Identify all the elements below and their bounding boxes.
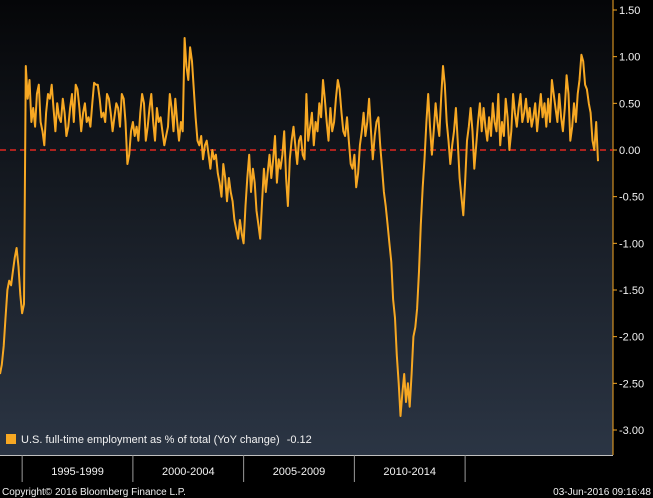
legend-last-value: -0.12	[287, 434, 312, 446]
legend-swatch	[6, 434, 16, 444]
y-tick-label: -0.50	[619, 192, 644, 204]
y-tick-label: -1.00	[619, 238, 644, 250]
copyright-text: Copyright© 2016 Bloomberg Finance L.P.	[2, 487, 186, 498]
y-tick-label: 1.50	[619, 5, 640, 17]
x-tick-label: 2000-2004	[162, 466, 215, 478]
legend-label: U.S. full-time employment as % of total …	[21, 434, 280, 446]
legend: U.S. full-time employment as % of total …	[6, 434, 312, 446]
y-tick-label: -2.50	[619, 378, 644, 390]
timestamp-text: 03-Jun-2016 09:16:48	[553, 487, 651, 498]
series-line	[0, 37, 599, 417]
y-tick-label: -3.00	[619, 425, 644, 437]
x-tick-label: 2010-2014	[383, 466, 436, 478]
y-tick-label: -2.00	[619, 332, 644, 344]
y-tick-label: -1.50	[619, 285, 644, 297]
x-axis-band	[0, 455, 613, 483]
y-tick-label: 0.00	[619, 145, 640, 157]
x-tick-label: 1995-1999	[51, 466, 104, 478]
y-tick-label: 0.50	[619, 98, 640, 110]
y-tick-label: 1.00	[619, 52, 640, 64]
line-layer	[0, 37, 613, 417]
svg-text:U.S. full-time employment as %: U.S. full-time employment as % of total …	[21, 434, 312, 446]
axis-layer: 1.50 1.00 0.50 0.00 -0.50 -1.00 -1.50 -2.00 -2.5…	[0, 0, 644, 483]
plot-background	[0, 0, 613, 455]
x-tick-label: 2005-2009	[273, 466, 326, 478]
